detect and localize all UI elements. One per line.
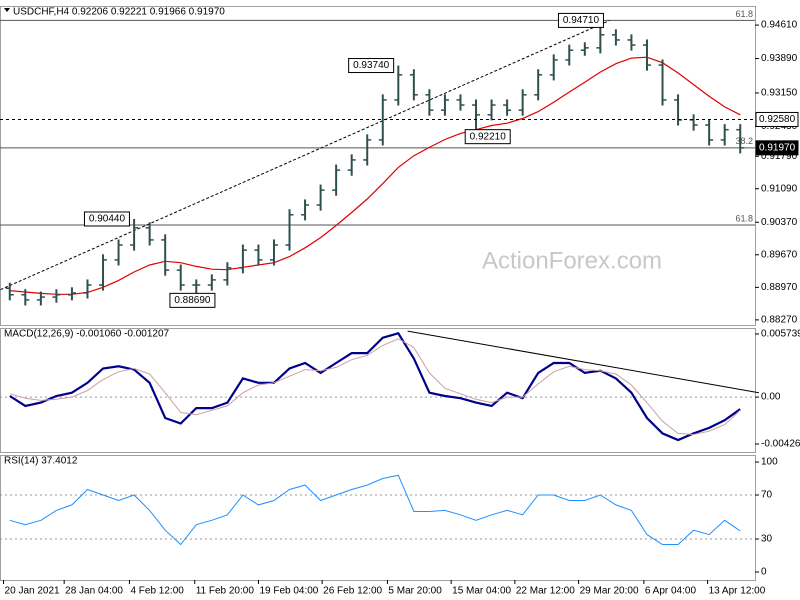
y-tick-label: 0.90370 (761, 217, 798, 228)
y-tick-label: 0.00 (761, 392, 781, 403)
x-tick-label: 20 Jan 2021 (5, 586, 60, 597)
y-tick-label: -0.004261 (761, 439, 800, 450)
y-tick-label: 0.93150 (761, 88, 798, 99)
trendline (0, 19, 610, 291)
annotation-label: 0.93740 (353, 60, 390, 71)
x-tick-label: 19 Feb 04:00 (259, 586, 318, 597)
annotation-box (464, 129, 511, 145)
y-tick-label: 0.91090 (761, 183, 798, 194)
annotation-box (169, 292, 216, 308)
x-tick-label: 28 Jan 04:00 (65, 586, 123, 597)
x-tick-label: 5 Mar 20:00 (388, 586, 442, 597)
panel-title: USDCHF,H4 0.92206 0.92221 0.91966 0.9197… (13, 7, 225, 18)
x-tick-label: 4 Feb 12:00 (130, 586, 184, 597)
annotation-label: 0.94710 (563, 15, 600, 26)
y-tick-label: 100 (761, 457, 778, 468)
fib-level-label: 61.8 (735, 213, 753, 223)
x-tick-label: 13 Apr 12:00 (709, 586, 766, 597)
x-tick-label: 26 Feb 12:00 (323, 586, 382, 597)
trendline (407, 330, 759, 394)
y-tick-label: 0.88270 (761, 315, 798, 326)
fib-level-label: 61.8 (735, 9, 753, 19)
y-tick-label: 0.005739 (761, 329, 800, 340)
x-tick-label: 15 Mar 04:00 (452, 586, 511, 597)
x-tick-label: 11 Feb 20:00 (196, 586, 255, 597)
y-tick-label: 0.94610 (761, 20, 798, 31)
panel-frame (0, 6, 756, 326)
panel-frame (0, 328, 756, 453)
y-tick-label: 0.89670 (761, 249, 798, 260)
y-tick-label: 0.91790 (761, 151, 798, 162)
watermark: ActionForex.com (482, 247, 662, 274)
price-label-box (755, 111, 799, 127)
price-label-box (755, 140, 799, 156)
annotation-box (348, 58, 395, 74)
annotation-label: 0.90440 (89, 214, 126, 225)
indicator-line (9, 338, 741, 436)
y-tick-label: 0 (761, 567, 767, 578)
indicator-line (9, 474, 741, 546)
price-label: 0.92580 (759, 114, 796, 125)
fib-level-label: 38.2 (735, 136, 753, 146)
y-tick-label: 0.93890 (761, 53, 798, 64)
panel-frame (0, 455, 756, 581)
y-tick-label: 30 (761, 534, 773, 545)
annotation-label: 0.88690 (174, 295, 211, 306)
x-tick-label: 29 Mar 20:00 (580, 586, 639, 597)
annotation-box (83, 211, 130, 227)
menu-triangle (4, 8, 10, 12)
x-tick-label: 6 Apr 04:00 (645, 586, 697, 597)
annotation-box (557, 12, 604, 28)
panel-title: RSI(14) 37.4012 (4, 456, 78, 467)
price-label: 0.91970 (759, 142, 796, 153)
y-tick-label: 0.88970 (761, 282, 798, 293)
panel-title: MACD(12,26,9) -0.001060 -0.001207 (4, 329, 170, 340)
y-tick-label: 70 (761, 490, 773, 501)
annotation-label: 0.92210 (470, 131, 507, 142)
x-tick-label: 22 Mar 12:00 (516, 586, 575, 597)
moving-average (9, 56, 741, 295)
